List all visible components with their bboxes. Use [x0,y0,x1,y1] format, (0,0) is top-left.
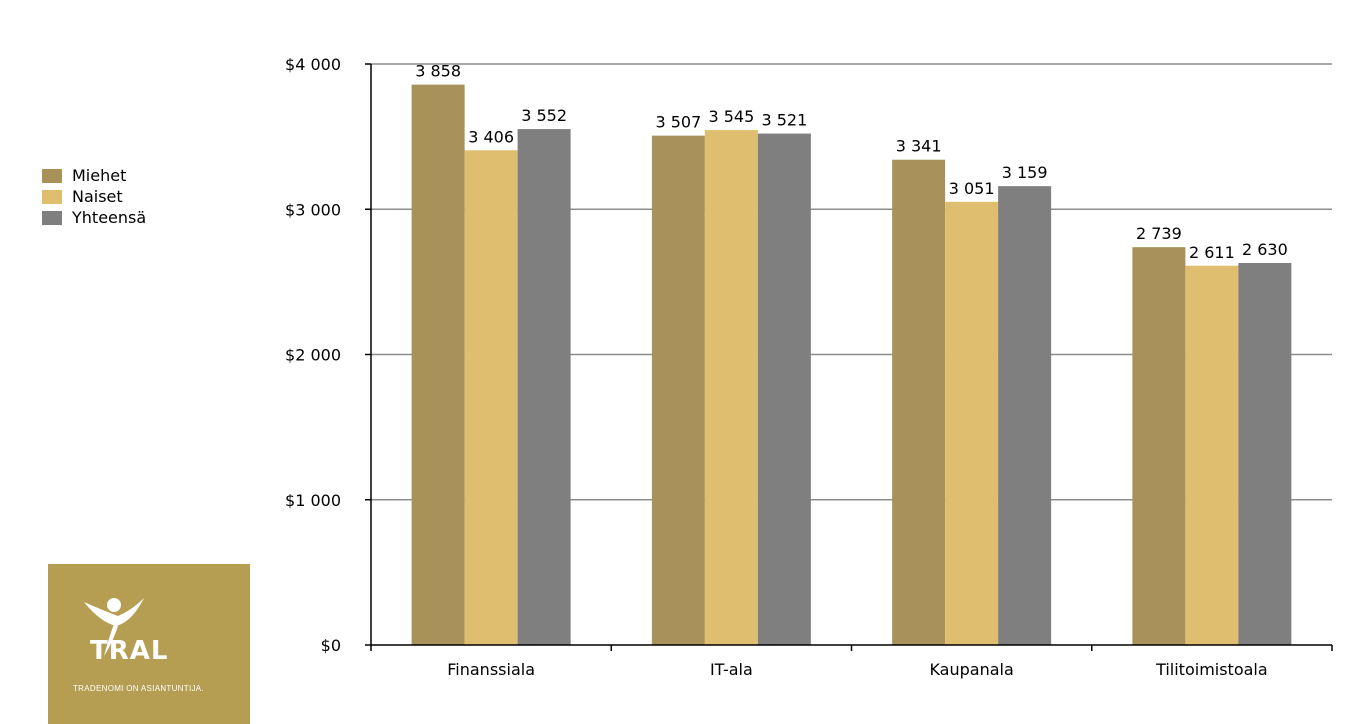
bar-miehet [1132,247,1186,645]
data-label: 3 159 [1002,163,1048,182]
y-tick-label: $2 000 [285,346,341,365]
y-tick-label: $3 000 [285,200,341,219]
y-tick-label: $4 000 [285,55,341,74]
y-tick-label: $1 000 [285,491,341,510]
legend: Miehet Naiset Yhteensä [42,165,146,228]
legend-item-naiset: Naiset [42,186,146,207]
bar-yhteensä [757,133,811,645]
bars [411,84,1292,646]
legend-swatch-naiset [42,189,62,204]
data-label: 2 611 [1189,243,1235,262]
legend-label-yhteensa: Yhteensä [72,208,147,227]
data-label: 3 341 [896,137,942,156]
y-tick-label: $0 [321,636,341,655]
data-labels: 3 858 3 406 3 552 3 507 3 545 3 521 3 341 3 051… [415,62,1288,262]
legend-swatch-miehet [42,168,62,183]
legend-swatch-yhteensa [42,210,62,225]
axes: $0 $1 000 $2 000 $3 000 $4 000 Finanssiala IT-… [285,55,1333,679]
bar-naiset [945,201,999,645]
logo-tagline: TRADENOMI ON ASIANTUNTIJA. [73,684,204,693]
bar-miehet [892,159,946,645]
x-tick-label: Kaupanala [929,660,1013,679]
x-tick-label: IT-ala [710,660,753,679]
data-label: 3 521 [761,111,807,130]
bar-naiset [704,130,758,645]
figure-icon [84,598,144,656]
bar-yhteensä [517,129,571,645]
bar-yhteensä [1238,262,1292,645]
bar-yhteensä [998,186,1052,645]
bar-miehet [411,84,465,646]
x-tick-label: Finanssiala [447,660,535,679]
data-label: 3 545 [708,107,754,126]
data-label: 3 858 [415,62,461,81]
data-label: 3 051 [949,179,995,198]
data-label: 3 552 [521,106,567,125]
data-label: 2 739 [1136,224,1182,243]
bar-miehet [651,135,705,645]
data-label: 3 406 [468,127,514,146]
bar-naiset [464,150,518,645]
data-label: 2 630 [1242,240,1288,259]
x-tick-label: Tilitoimistoala [1155,660,1268,679]
legend-item-yhteensa: Yhteensä [42,207,146,228]
tral-logo [48,564,250,724]
legend-item-miehet: Miehet [42,165,146,186]
legend-label-miehet: Miehet [72,166,127,185]
legend-label-naiset: Naiset [72,187,123,206]
bar-naiset [1185,265,1239,645]
logo-wordmark: TRAL [90,636,169,666]
data-label: 3 507 [655,113,701,132]
